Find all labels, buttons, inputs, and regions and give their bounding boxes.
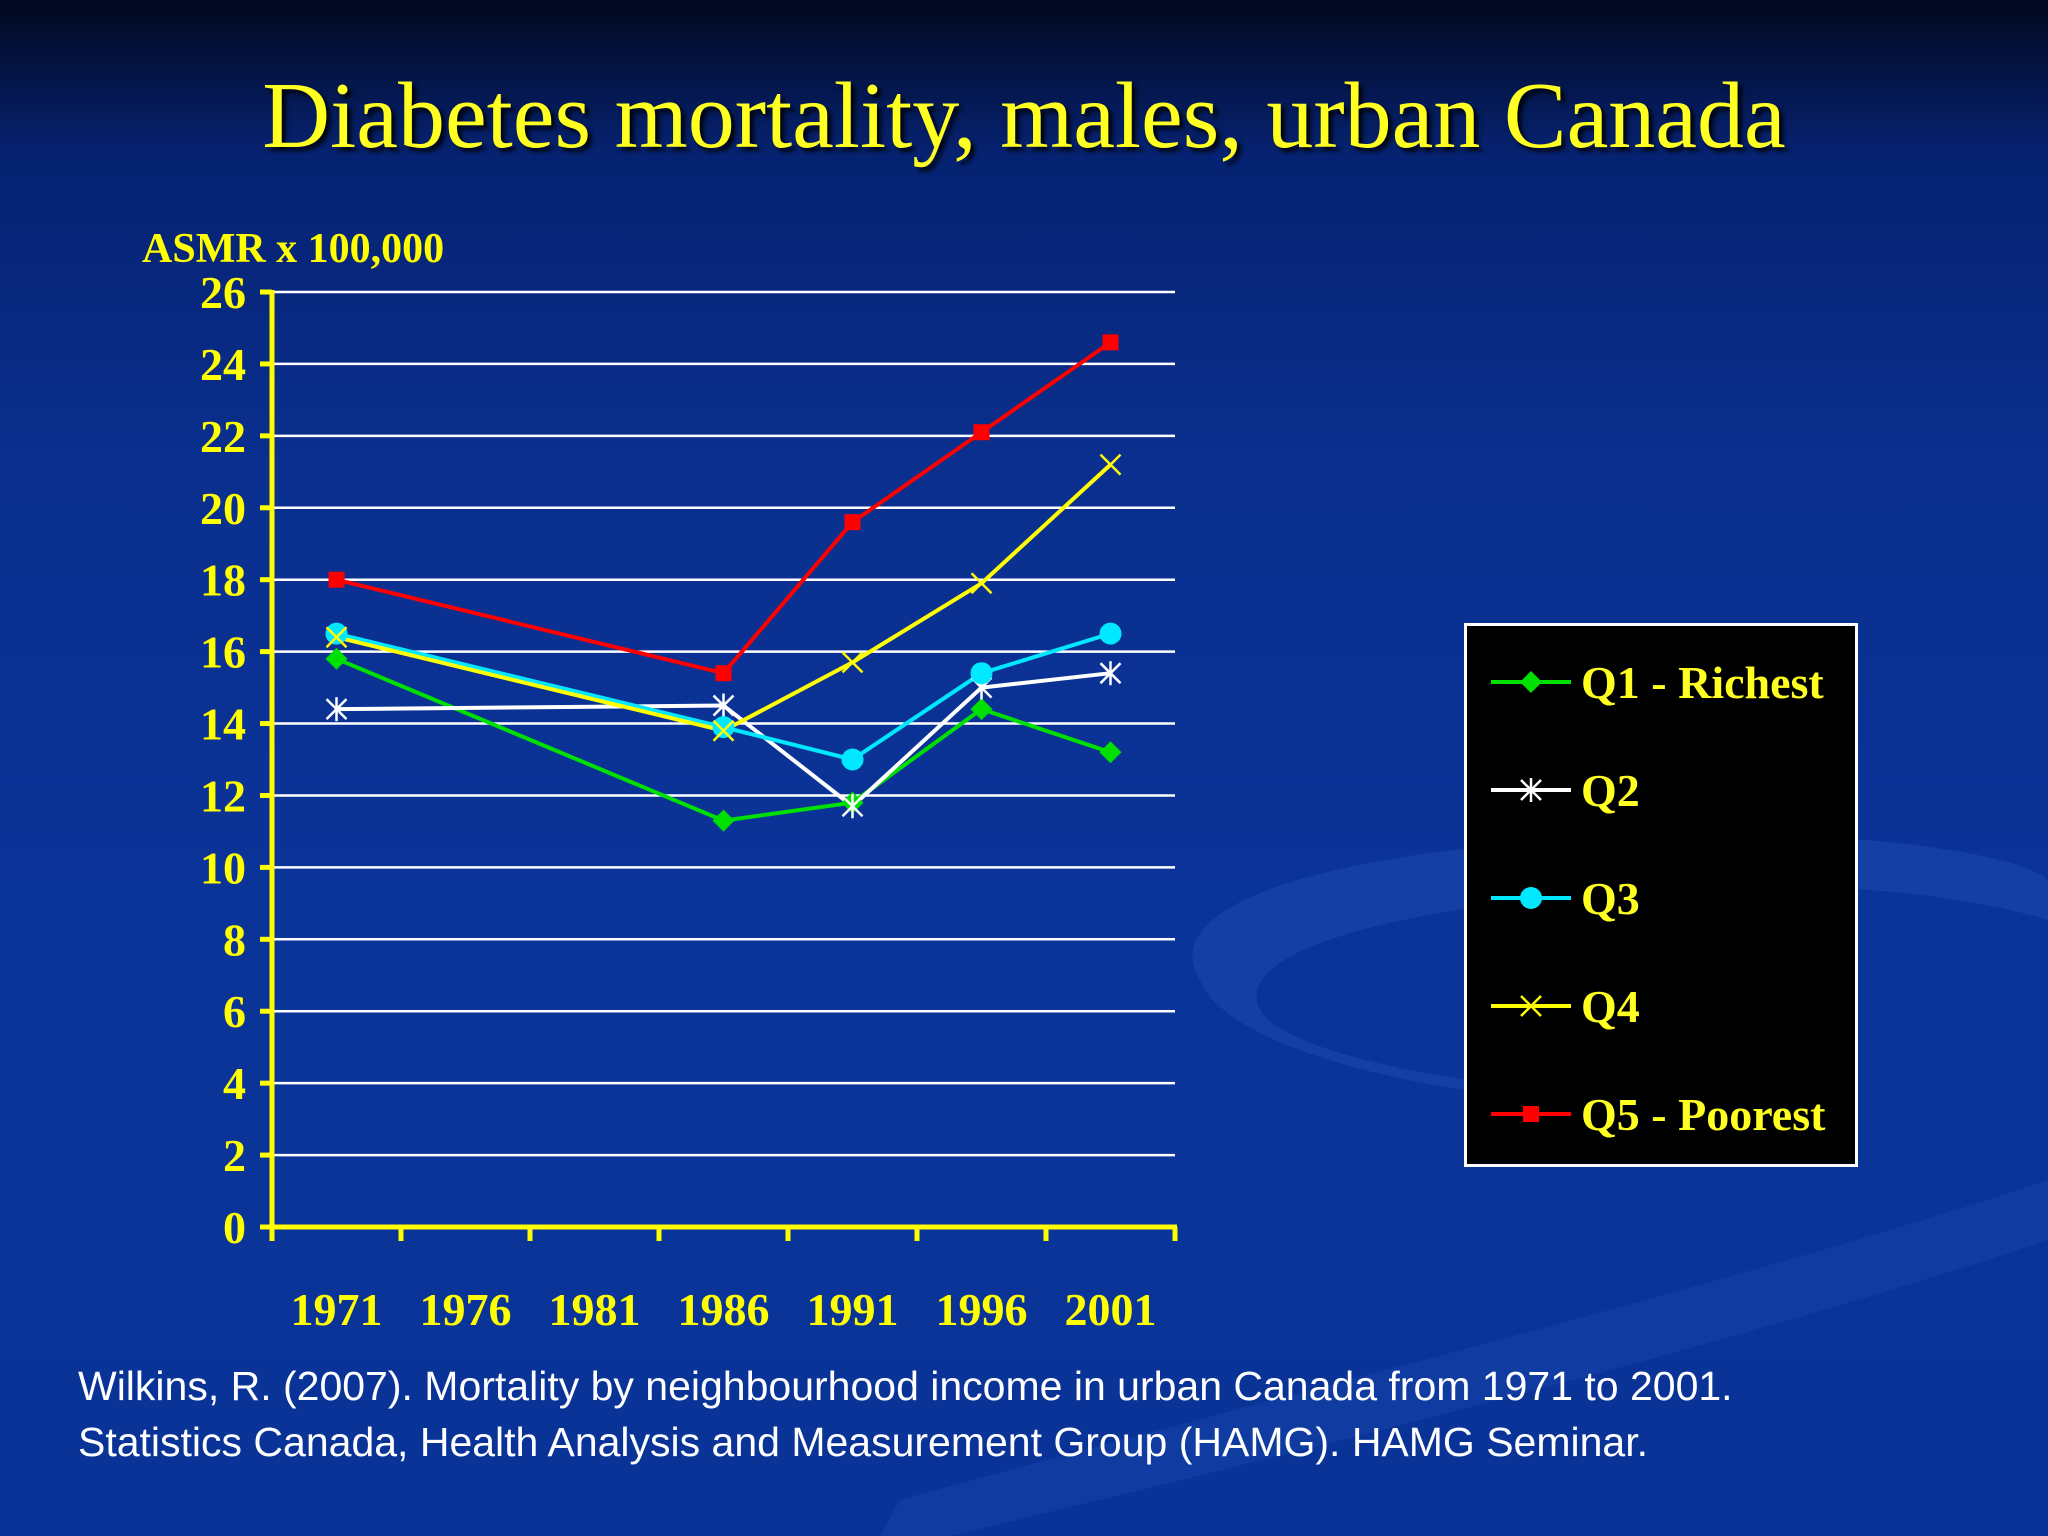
y-axis-label: ASMR x 100,000 [142, 226, 444, 272]
data-point [1099, 741, 1122, 764]
data-point [712, 809, 735, 832]
data-point [1099, 622, 1122, 645]
x-tick-label: 1991 [807, 1284, 899, 1335]
x-tick-label: 1986 [678, 1284, 770, 1335]
series-markers [328, 334, 1119, 682]
y-tick-label: 24 [200, 339, 246, 390]
y-tick-label: 6 [223, 986, 246, 1037]
data-point [712, 693, 735, 718]
y-tick-label: 14 [200, 699, 246, 750]
data-point [841, 748, 864, 771]
legend-label: Q5 - Poorest [1581, 1089, 1826, 1140]
data-point [973, 424, 990, 441]
series-markers [325, 661, 1122, 819]
legend-item: Q3 [1491, 873, 1640, 924]
data-point [325, 622, 348, 645]
marker-stroke [325, 626, 348, 649]
legend-label: Q3 [1581, 873, 1640, 924]
citation-line-1: Wilkins, R. (2007). Mortality by neighbo… [78, 1363, 1733, 1409]
marker-stroke [970, 572, 993, 595]
data-point [844, 514, 861, 531]
marker-stroke [712, 719, 735, 742]
chart-legend: Q1 - Richest Q2 Q3 Q4 Q5 - Poorest [1464, 623, 1858, 1167]
legend-item: Q5 - Poorest [1491, 1089, 1826, 1140]
series-line [336, 671, 1111, 809]
legend-item: Q1 - Richest [1491, 657, 1824, 708]
data-point [841, 651, 864, 674]
data-point [970, 662, 993, 685]
y-tick-label: 0 [223, 1202, 246, 1253]
x-tick-label: 1976 [420, 1284, 512, 1335]
data-point [1520, 995, 1542, 1017]
data-point [1099, 661, 1122, 686]
data-point [712, 719, 735, 742]
y-tick-label: 8 [223, 914, 246, 965]
data-point [1099, 453, 1122, 476]
y-tick-label: 26 [200, 267, 246, 318]
data-point [1523, 1106, 1539, 1122]
y-tick-label: 22 [200, 411, 246, 462]
citation-line-2: Statistics Canada, Health Analysis and M… [78, 1419, 1649, 1465]
x-tick-label: 1981 [549, 1284, 641, 1335]
data-point [1520, 671, 1542, 693]
y-tick-label: 2 [223, 1130, 246, 1181]
data-point [325, 647, 348, 670]
data-point [1520, 887, 1542, 909]
marker-stroke [841, 651, 864, 674]
data-point [325, 626, 348, 649]
data-point [970, 572, 993, 595]
data-point [970, 698, 993, 721]
x-tick-label: 2001 [1065, 1284, 1157, 1335]
legend-item: Q4 [1491, 981, 1640, 1032]
slide-title: Diabetes mortality, males, urban Canada [262, 64, 1786, 168]
data-point [325, 697, 348, 722]
data-point [328, 571, 345, 588]
y-tick-label: 18 [200, 555, 246, 606]
legend-label: Q4 [1581, 981, 1640, 1032]
x-tick-label: 1996 [936, 1284, 1028, 1335]
data-point [715, 665, 732, 682]
data-point [1520, 778, 1542, 802]
y-tick-label: 16 [200, 627, 246, 678]
y-tick-label: 4 [223, 1058, 246, 1109]
y-tick-label: 20 [200, 483, 246, 534]
citation: Wilkins, R. (2007). Mortality by neighbo… [78, 1358, 2018, 1470]
data-point [841, 794, 864, 819]
legend-label: Q1 - Richest [1581, 657, 1824, 708]
series-markers [325, 453, 1122, 742]
x-tick-label: 1971 [291, 1284, 383, 1335]
y-tick-label: 10 [200, 842, 246, 893]
marker-stroke [1099, 453, 1122, 476]
data-point [712, 716, 735, 739]
series-line [336, 463, 1112, 733]
y-tick-label: 12 [200, 770, 246, 821]
marker-stroke [1520, 995, 1542, 1017]
series-markers [325, 622, 1122, 771]
legend-item: Q2 [1491, 765, 1640, 816]
data-point [1102, 334, 1119, 351]
legend-label: Q2 [1581, 765, 1640, 816]
